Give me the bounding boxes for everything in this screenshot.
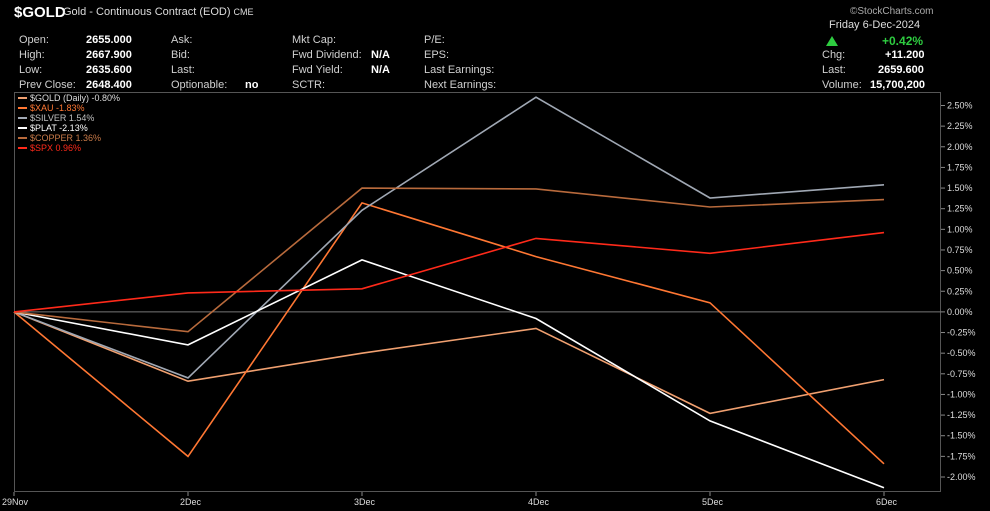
bid-label: Bid: [171,49,190,61]
legend-item-silver: $SILVER 1.54% [18,113,120,123]
series-line-plat [13,259,885,489]
fwd-dividend-label: Fwd Dividend: [292,49,362,61]
sctr-label: SCTR: [292,79,325,91]
chg-value: +11.200 [885,49,925,61]
series-line-silver [13,96,885,379]
change-percent: +0.42% [882,34,924,48]
y-tick-label: 1.00% [947,224,973,234]
y-tick-label: 1.75% [947,162,973,172]
y-tick-label: -1.50% [947,431,976,441]
legend-swatch [18,97,27,99]
low-value: 2635.600 [86,64,132,76]
y-tick-label: -0.50% [947,348,976,358]
y-tick-label: 0.00% [947,307,973,317]
y-tick-label: -0.25% [947,328,976,338]
x-tick-label: 4Dec [528,497,550,507]
volume-value: 15,700,200 [870,79,926,91]
optionable-value: no [245,79,259,91]
open-value: 2655.000 [86,34,132,46]
legend-item-copper: $COPPER 1.36% [18,133,120,143]
quote-header: $GOLD Gold - Continuous Contract (EOD) CM… [0,0,990,92]
description-text: Gold - Continuous Contract (EOD) [63,6,231,18]
y-tick-label: 1.50% [947,183,973,193]
chart-legend: $GOLD (Daily) -0.80% $XAU -1.83% $SILVER… [18,93,120,153]
series-line-xau [13,201,885,465]
y-tick-label: -0.75% [947,369,976,379]
legend-label: $PLAT -2.13% [30,123,88,133]
legend-label: $COPPER 1.36% [30,133,102,143]
x-axis: 29Nov 2Dec 3Dec 4Dec 5Dec 6Dec [2,492,898,507]
optionable-label: Optionable: [171,79,228,91]
legend-label: $XAU -1.83% [30,103,85,113]
low-label: Low: [19,64,43,76]
pe-label: P/E: [424,34,445,46]
chart-frame [14,92,941,492]
eps-label: EPS: [424,49,450,61]
legend-swatch [18,127,27,129]
stockcharts-watermark: ©StockCharts.com [850,6,934,17]
x-tick-label: 6Dec [876,497,898,507]
series-line-copper [13,187,885,333]
last-trade-label: Last: [171,64,195,76]
up-arrow-icon [826,36,838,46]
legend-swatch [18,117,27,119]
legend-item-plat: $PLAT -2.13% [18,123,120,133]
y-tick-label: 0.50% [947,266,973,276]
x-tick-label: 29Nov [2,497,29,507]
y-tick-label: -1.25% [947,410,976,420]
fwd-yield-label: Fwd Yield: [292,64,343,76]
y-axis: 2.50% 2.25% 2.00% 1.75% 1.50% 1.25% 1.00% 0.75%… [941,101,976,482]
last-value: 2659.600 [878,64,924,76]
y-tick-label: 2.25% [947,121,973,131]
y-tick-label: -1.75% [947,451,976,461]
x-tick-label: 3Dec [354,497,376,507]
y-tick-label: -2.00% [947,472,976,482]
last-label: Last: [822,64,846,76]
y-tick-label: 2.50% [947,101,973,111]
prev-close-value: 2648.400 [86,79,132,91]
y-tick-label: -1.00% [947,389,976,399]
fwd-dividend-value: N/A [371,49,390,61]
legend-swatch [18,137,27,139]
legend-item-spx: $SPX 0.96% [18,143,120,153]
legend-label: $GOLD (Daily) -0.80% [30,93,121,103]
exchange: CME [233,7,254,17]
prev-close-label: Prev Close: [19,79,76,91]
y-tick-label: 2.00% [947,142,973,152]
x-tick-label: 2Dec [180,497,202,507]
instrument-description: Gold - Continuous Contract (EOD) CME [63,6,254,18]
series-line-spx [13,231,885,313]
legend-item-gold: $GOLD (Daily) -0.80% [18,93,120,103]
legend-label: $SILVER 1.54% [30,113,95,123]
y-tick-label: 1.25% [947,204,973,214]
legend-swatch [18,107,27,109]
y-tick-label: 0.25% [947,286,973,296]
ask-label: Ask: [171,34,193,46]
fwd-yield-value: N/A [371,64,390,76]
series-lines [13,96,885,489]
quote-date: Friday 6-Dec-2024 [829,19,921,31]
mkt-cap-label: Mkt Cap: [292,34,337,46]
symbol: $GOLD [14,4,66,21]
legend-item-xau: $XAU -1.83% [18,103,120,113]
high-label: High: [19,49,45,61]
legend-label: $SPX 0.96% [30,143,82,153]
next-earnings-label: Next Earnings: [424,79,497,91]
volume-label: Volume: [822,79,862,91]
chg-label: Chg: [822,49,846,61]
last-earnings-label: Last Earnings: [424,64,495,76]
series-line-gold [13,311,885,415]
high-value: 2667.900 [86,49,132,61]
open-label: Open: [19,34,49,46]
legend-swatch [18,147,27,149]
x-tick-label: 5Dec [702,497,724,507]
y-tick-label: 0.75% [947,245,973,255]
